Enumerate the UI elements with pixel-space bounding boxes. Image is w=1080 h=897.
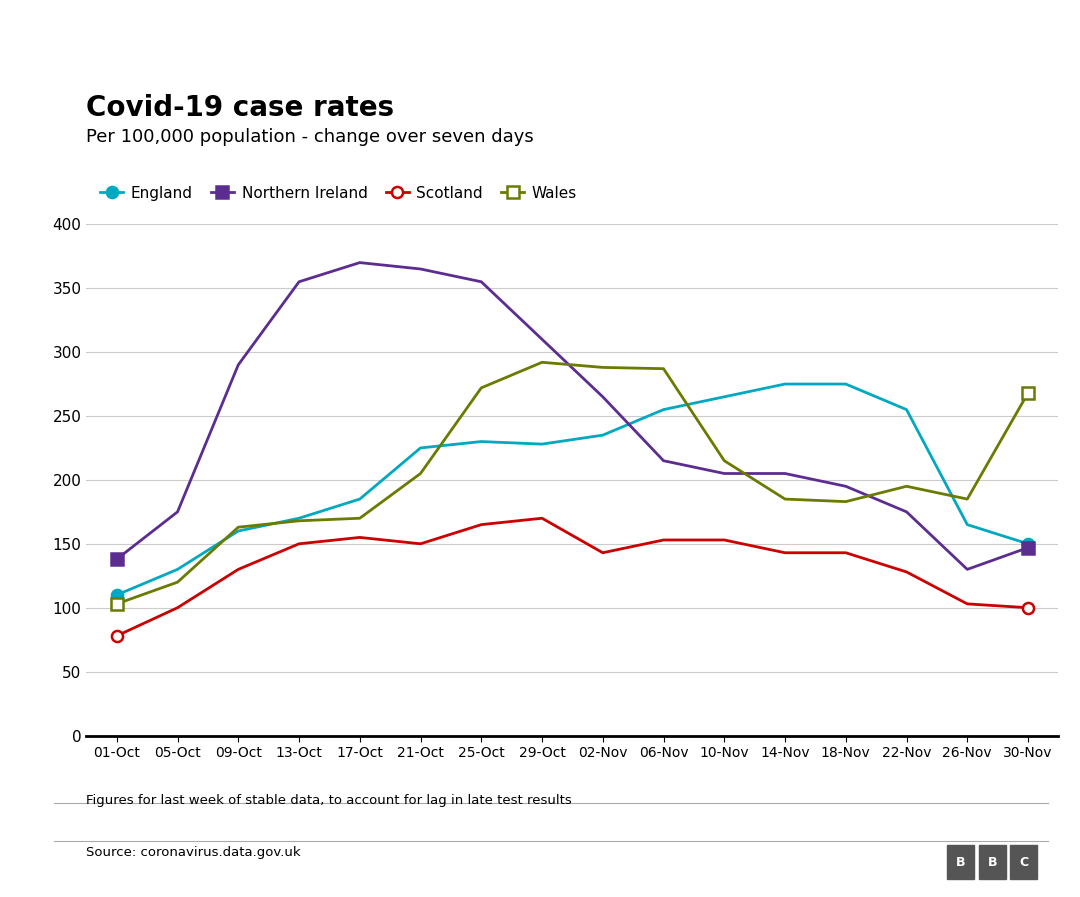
Text: B: B xyxy=(987,856,997,868)
Text: Source: coronavirus.data.gov.uk: Source: coronavirus.data.gov.uk xyxy=(86,846,301,858)
Text: Figures for last week of stable data, to account for lag in late test results: Figures for last week of stable data, to… xyxy=(86,794,572,806)
Text: B: B xyxy=(956,856,966,868)
Text: Covid-19 case rates: Covid-19 case rates xyxy=(86,94,394,122)
Bar xyxy=(947,845,974,879)
Text: Per 100,000 population - change over seven days: Per 100,000 population - change over sev… xyxy=(86,128,535,146)
Bar xyxy=(1010,845,1038,879)
Text: C: C xyxy=(1020,856,1028,868)
Bar xyxy=(978,845,1005,879)
Legend: England, Northern Ireland, Scotland, Wales: England, Northern Ireland, Scotland, Wal… xyxy=(94,180,583,207)
